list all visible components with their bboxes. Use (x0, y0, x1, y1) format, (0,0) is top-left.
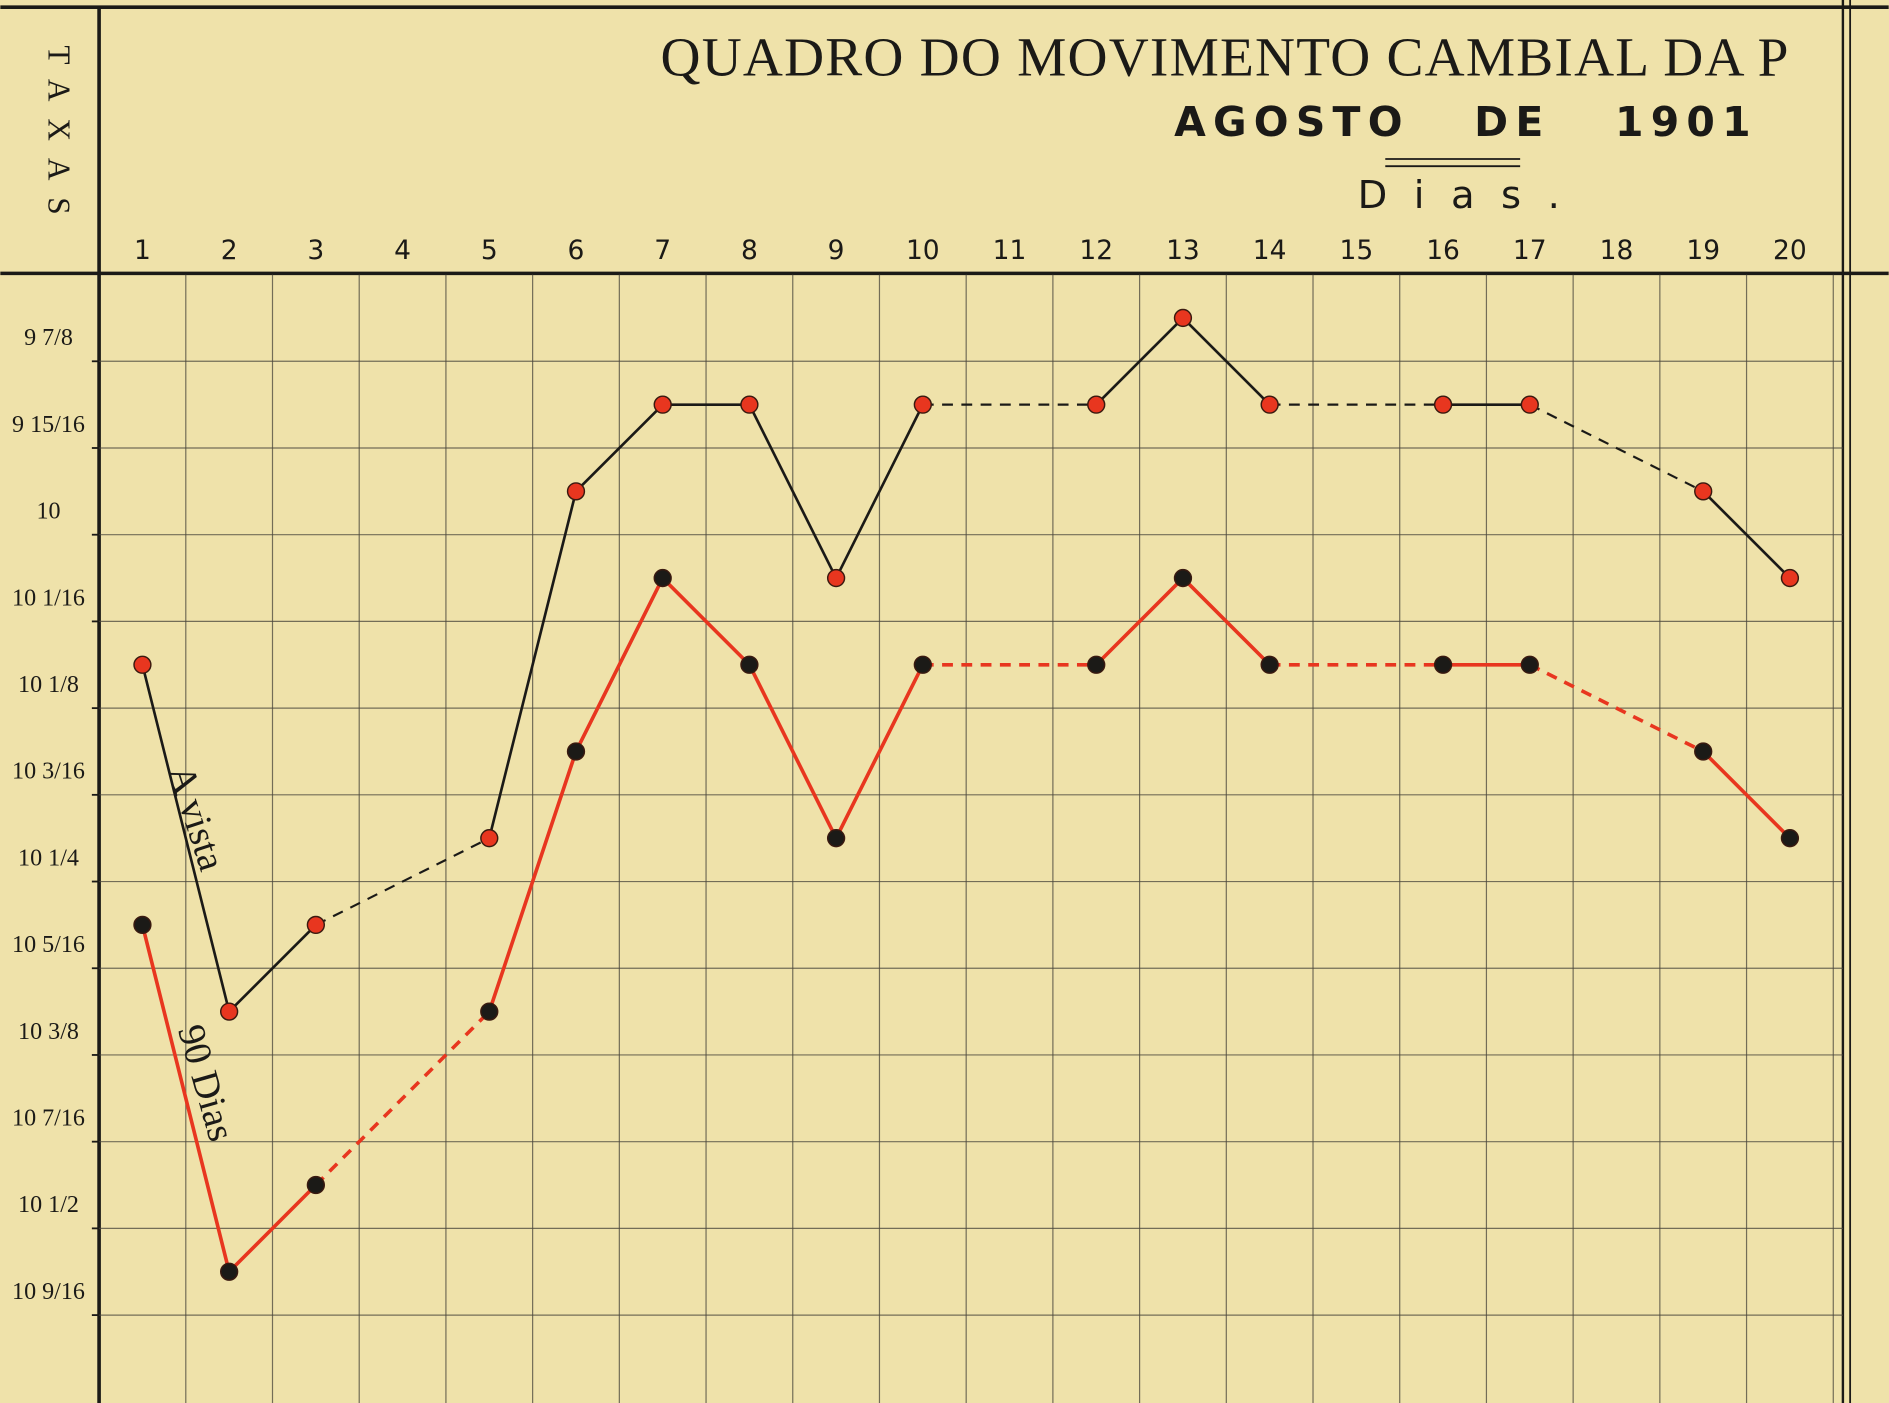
x-tick-label: 12 (1079, 235, 1113, 266)
y-tick-label: 9 15/16 (12, 412, 85, 438)
x-tick-label: 13 (1166, 235, 1200, 266)
x-tick-label: 11 (993, 235, 1027, 266)
chart-subtitle: AGOSTO DE 1901 (1174, 98, 1758, 146)
chart-title: QUADRO DO MOVIMENTO CAMBIAL DA P (661, 26, 1790, 87)
data-point (1433, 395, 1453, 414)
x-tick-label: 5 (481, 235, 498, 266)
data-point (826, 568, 846, 588)
x-tick-label: 2 (221, 235, 238, 266)
x-tick-label: 16 (1426, 235, 1460, 266)
data-point (1260, 655, 1279, 674)
y-tick-label: 10 3/16 (12, 759, 85, 785)
data-point (1694, 482, 1713, 501)
data-point (1520, 395, 1539, 414)
data-point (1520, 655, 1539, 674)
y-tick-label: 10 1/2 (18, 1192, 79, 1218)
data-point (566, 482, 586, 501)
y-tick-label: 10 7/16 (12, 1106, 85, 1132)
data-point (913, 655, 932, 674)
data-point (133, 915, 152, 935)
data-point (566, 742, 586, 761)
data-point (1260, 395, 1279, 414)
y-tick-label: 10 1/16 (12, 585, 85, 611)
data-point (1433, 655, 1453, 674)
data-point (1780, 829, 1800, 848)
x-tick-label: 1 (134, 235, 151, 266)
data-point (1780, 568, 1800, 588)
data-point (219, 1262, 239, 1281)
data-point (1173, 308, 1193, 328)
data-point (913, 395, 932, 414)
y-tick-label: 10 1/4 (18, 845, 79, 871)
y-tick-label: 10 3/8 (18, 1019, 79, 1045)
x-tick-label: 14 (1253, 235, 1287, 266)
gap-bridge (1529, 403, 1704, 493)
data-point (306, 915, 326, 935)
y-axis-label: TAXAS (42, 45, 77, 231)
x-tick-label: 7 (654, 235, 671, 266)
data-point (1087, 395, 1106, 414)
gap-bridge (1528, 663, 1705, 754)
x-tick-label: 8 (741, 235, 758, 266)
data-point (480, 829, 499, 848)
x-tick-label: 4 (394, 235, 411, 266)
y-tick-label: 9 7/8 (24, 325, 73, 351)
gap-bridge (315, 837, 490, 926)
x-tick-label: 20 (1773, 235, 1807, 266)
data-point (826, 829, 846, 848)
data-point (653, 395, 672, 414)
y-tick-label: 10 9/16 (12, 1279, 85, 1305)
data-point (1087, 655, 1106, 674)
data-point (740, 655, 759, 674)
x-tick-label: 6 (568, 235, 585, 266)
x-tick-label: 18 (1600, 235, 1634, 266)
x-axis-label: Dias. (1358, 173, 1587, 218)
x-tick-label: 9 (828, 235, 845, 266)
y-tick-label: 10 5/16 (12, 932, 85, 958)
data-point (1694, 742, 1713, 761)
x-tick-label: 15 (1340, 235, 1374, 266)
data-point (653, 568, 672, 588)
data-point (133, 655, 152, 674)
x-tick-label: 3 (307, 235, 324, 266)
data-point (480, 1002, 499, 1021)
gap-bridge (314, 1010, 491, 1187)
x-tick-label: 10 (906, 235, 940, 266)
data-point (1173, 568, 1193, 588)
data-point (740, 395, 759, 414)
x-tick-label: 17 (1513, 235, 1547, 266)
data-point (219, 1002, 239, 1021)
x-tick-label: 19 (1686, 235, 1720, 266)
y-tick-label: 10 1/8 (18, 672, 79, 698)
y-tick-label: 10 (36, 499, 60, 525)
data-point (306, 1175, 326, 1195)
